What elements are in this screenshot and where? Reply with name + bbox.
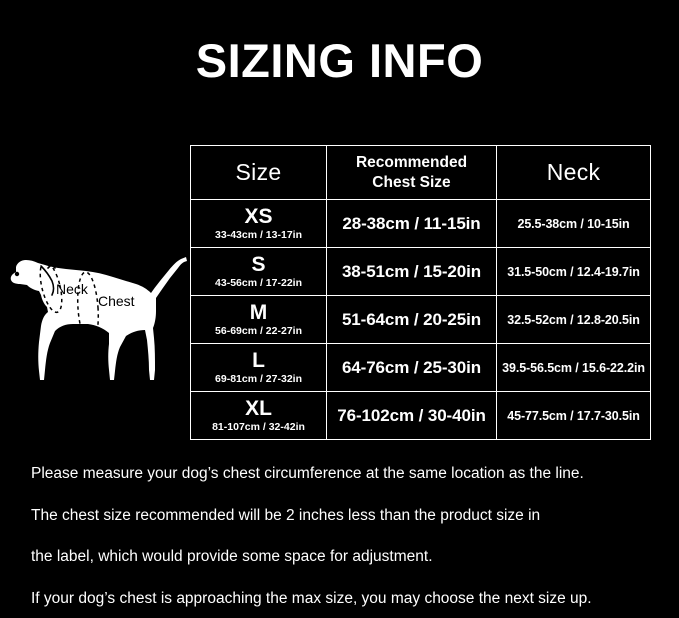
cell-neck: 25.5-38cm / 10-15in — [496, 199, 651, 248]
note-line: The chest size recommended will be 2 inc… — [31, 506, 541, 524]
size-range: 33-43cm / 13-17in — [215, 228, 302, 241]
size-label: M — [249, 301, 268, 325]
dog-illustration: Neck Chest — [8, 224, 190, 404]
size-range: 81-107cm / 32-42in — [212, 420, 305, 433]
cell-chest: 28-38cm / 11-15in — [326, 199, 497, 248]
cell-chest: 64-76cm / 25-30in — [326, 343, 497, 392]
size-range: 69-81cm / 27-32in — [215, 372, 302, 385]
dog-body-shape — [10, 257, 188, 380]
table-row: L 69-81cm / 27-32in 64-76cm / 25-30in 39… — [190, 343, 651, 392]
page-title: SIZING INFO — [195, 34, 484, 87]
size-label: XS — [244, 205, 273, 229]
table-row: M 56-69cm / 22-27in 51-64cm / 20-25in 32… — [190, 295, 651, 344]
chest-measure-line — [76, 271, 100, 345]
table-row: S 43-56cm / 17-22in 38-51cm / 15-20in 31… — [190, 247, 651, 296]
sizing-table: Size Recommended Chest Size Neck XS 33-4… — [190, 145, 651, 440]
table-row: XL 81-107cm / 32-42in 76-102cm / 30-40in… — [190, 391, 651, 440]
cell-chest: 76-102cm / 30-40in — [326, 391, 497, 440]
size-label: L — [252, 349, 265, 373]
table-header-row: Size Recommended Chest Size Neck — [190, 145, 651, 200]
cell-chest: 51-64cm / 20-25in — [326, 295, 497, 344]
cell-neck: 39.5-56.5cm / 15.6-22.2in — [496, 343, 651, 392]
note-line: the label, which would provide some spac… — [31, 548, 433, 565]
header-size: Size — [190, 145, 327, 200]
cell-size: S 43-56cm / 17-22in — [190, 247, 327, 296]
header-chest: Recommended Chest Size — [326, 145, 497, 200]
cell-chest: 38-51cm / 15-20in — [326, 247, 497, 296]
header-chest-line2: Chest Size — [372, 173, 451, 191]
chest-label: Chest — [98, 293, 135, 309]
table-row: XS 33-43cm / 13-17in 28-38cm / 11-15in 2… — [190, 199, 651, 248]
note-line: If your dog’s chest is approaching the m… — [31, 589, 592, 607]
size-label: S — [251, 253, 266, 277]
cell-size: L 69-81cm / 27-32in — [190, 343, 327, 392]
cell-neck: 32.5-52cm / 12.8-20.5in — [496, 295, 651, 344]
cell-size: XL 81-107cm / 32-42in — [190, 391, 327, 440]
cell-size: XS 33-43cm / 13-17in — [190, 199, 327, 248]
note-line: Please measure your dog’s chest circumfe… — [31, 465, 584, 482]
cell-neck: 45-77.5cm / 17.7-30.5in — [496, 391, 651, 440]
neck-label: Neck — [56, 281, 89, 297]
size-range: 43-56cm / 17-22in — [215, 276, 302, 289]
header-neck: Neck — [496, 145, 651, 200]
notes-block: Please measure your dog’s chest circumfe… — [31, 466, 651, 606]
size-label: XL — [245, 397, 272, 421]
cell-size: M 56-69cm / 22-27in — [190, 295, 327, 344]
cell-neck: 31.5-50cm / 12.4-19.7in — [496, 247, 651, 296]
dog-outline-details — [14, 262, 107, 367]
header-chest-line1: Recommended — [355, 154, 468, 172]
size-range: 56-69cm / 22-27in — [215, 324, 302, 337]
